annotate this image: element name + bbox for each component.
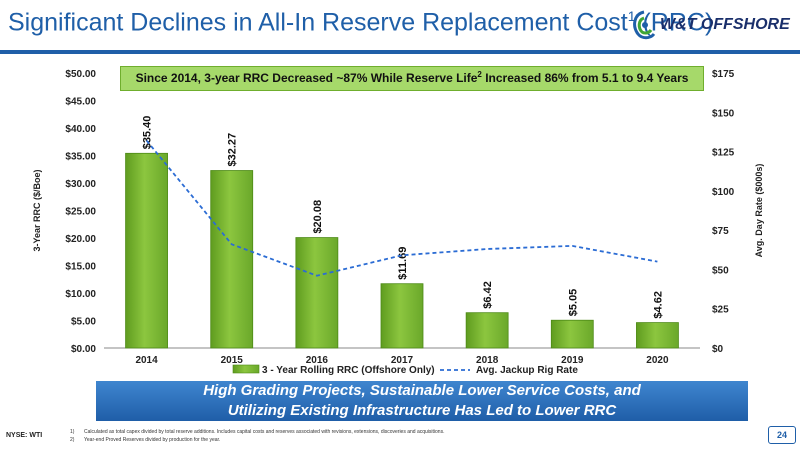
banner-superscript: 2 [477,70,482,79]
y-tick-label: $15.00 [65,262,96,273]
x-tick-label: 2018 [476,355,499,366]
bar-data-label: $32.27 [227,133,239,167]
bar [295,237,339,349]
bar [465,312,509,349]
bar-data-label: $11.69 [397,247,409,280]
page-number: 24 [768,426,796,444]
legend-swatch-bars [232,364,260,374]
y-tick-label: $0.00 [71,344,96,355]
slide-title: Significant Declines in All-In Reserve R… [8,8,713,37]
y2-axis-label: Avg. Day Rate ($000s) [754,164,764,258]
bar-data-label: $4.62 [652,291,664,319]
y2-tick-label: $175 [712,69,735,80]
takeaway-line-1: High Grading Projects, Sustainable Lower… [203,382,641,399]
takeaway-box: High Grading Projects, Sustainable Lower… [96,381,748,421]
footnote-text: Year-end Proved Reserves divided by prod… [84,437,221,443]
bar-data-label: $6.42 [482,281,494,309]
x-tick-label: 2020 [646,355,669,366]
y2-tick-label: $75 [712,226,729,237]
y-tick-label: $30.00 [65,179,96,190]
y2-tick-label: $50 [712,265,729,276]
company-logo: W&T OFFSHORE [630,8,800,42]
logo-swirl-icon [633,10,656,40]
y-tick-label: $40.00 [65,124,96,135]
y-tick-label: $35.00 [65,152,96,163]
x-tick-label: 2015 [221,355,244,366]
bar [380,283,424,349]
title-suffix: (RRC) [635,8,714,37]
title-text: Significant Declines in All-In Reserve R… [8,8,628,37]
y-axis-label: 3-Year RRC ($/Boe) [32,169,42,251]
y-tick-label: $10.00 [65,289,96,300]
rig-rate-line [145,140,658,277]
summary-banner: Since 2014, 3-year RRC Decreased ~87% Wh… [120,66,704,91]
y2-tick-label: $125 [712,148,735,159]
bar [210,170,254,349]
footnotes: 1) Calculated as total capex divided by t… [70,428,444,444]
y-tick-label: $5.00 [71,317,96,328]
bar-data-label: $35.40 [142,116,154,150]
y2-tick-label: $0 [712,344,724,355]
y-tick-label: $20.00 [65,234,96,245]
legend-label-bars: 3 - Year Rolling RRC (Offshore Only) [262,365,435,376]
footnote-2: 2) Year-end Proved Reserves divided by pr… [70,436,444,444]
banner-text-a: Since 2014, 3-year RRC Decreased ~87% Wh… [135,71,478,85]
logo-text: W&T OFFSHORE [660,16,790,33]
y2-tick-label: $25 [712,305,729,316]
x-tick-label: 2017 [391,355,414,366]
header-rule [0,50,800,54]
footnote-1: 1) Calculated as total capex divided by t… [70,428,444,436]
rrc-chart: $0.00 $5.00 $10.00 $15.00 $20.00 $25.00 $30.00… [32,69,764,376]
footnote-number: 2) [70,437,75,443]
title-superscript: 1 [627,8,636,24]
bar-data-label: $20.08 [312,200,324,234]
takeaway-line-2: Utilizing Existing Infrastructure Has Le… [227,402,617,419]
banner-text-b: Increased 86% from 5.1 to 9.4 Years [481,71,689,85]
y-tick-label: $50.00 [65,69,96,80]
y2-tick-label: $150 [712,108,735,119]
footnote-text: Calculated as total capex divided by tot… [84,429,445,435]
x-tick-label: 2014 [135,355,158,366]
y-tick-label: $25.00 [65,207,96,218]
bar [125,152,168,349]
y-tick-label: $45.00 [65,97,96,108]
x-tick-label: 2019 [561,355,584,366]
footnote-number: 1) [70,429,75,435]
legend-label-line: Avg. Jackup Rig Rate [476,365,578,376]
y2-tick-label: $100 [712,187,735,198]
bar-data-label: $5.05 [567,289,579,317]
x-tick-label: 2016 [306,355,329,366]
bar [550,319,594,349]
stock-ticker: NYSE: WTI [6,432,43,439]
bar [636,322,679,349]
